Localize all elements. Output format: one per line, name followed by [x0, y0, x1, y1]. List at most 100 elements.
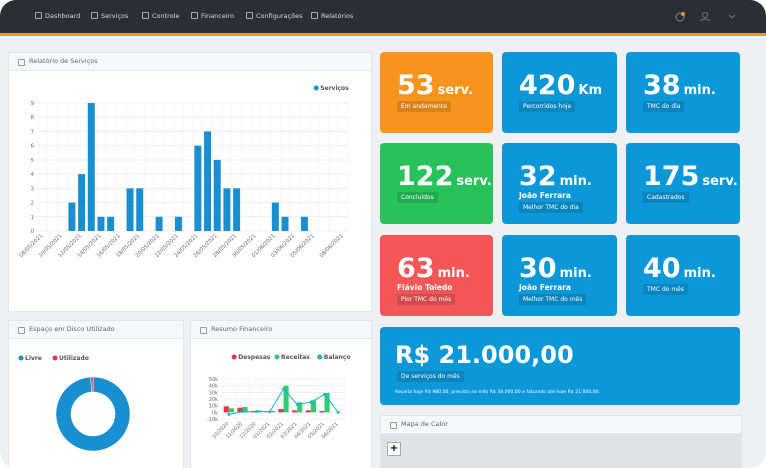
- legend-label: Livre: [25, 355, 42, 362]
- tile-value: 175: [643, 161, 700, 192]
- heatmap-card: Mapa de Calor +: [380, 415, 742, 468]
- tile-value: 63: [397, 253, 435, 284]
- x-tick-label: 08/06/2021: [319, 233, 345, 259]
- y-tick-label: 0: [31, 229, 35, 235]
- point: [336, 410, 340, 414]
- legend-label: Serviços: [320, 85, 349, 92]
- y-tick-label: -10k: [207, 417, 218, 423]
- tile: 63 min. Flávio Toledo Pior TMC do mês: [380, 235, 493, 316]
- bar: [305, 410, 311, 413]
- y-tick-label: 50k: [209, 377, 218, 383]
- card-title: Mapa de Calor: [381, 416, 741, 434]
- card-title: Relatório de Serviços: [9, 53, 371, 71]
- nav-item: Configurações: [246, 12, 303, 20]
- legend-swatch: [313, 85, 319, 91]
- legend-label: Despesas: [238, 354, 271, 361]
- nav-item: Relatórios: [311, 12, 353, 20]
- bar: [78, 174, 86, 231]
- tile-unit: min.: [683, 266, 716, 281]
- point: [309, 400, 313, 404]
- bar: [242, 407, 248, 413]
- map: [381, 434, 741, 468]
- bar: [223, 188, 231, 231]
- pie-slice: [90, 376, 94, 393]
- tile-caption: TMC do mês: [643, 284, 688, 295]
- y-tick-label: 6: [31, 144, 35, 150]
- y-tick-label: 40k: [209, 384, 218, 390]
- nav-icons: [675, 12, 736, 22]
- tile-number: 420 Km: [519, 70, 602, 101]
- revenue-note: Receita hoje R$ 980,00, previsto no mês …: [395, 390, 601, 395]
- bar: [213, 159, 221, 231]
- tile: 420 Km Percorridos hoje: [502, 52, 617, 133]
- tile-number: 122 serv.: [397, 161, 492, 192]
- nav-item: Controle: [142, 12, 180, 20]
- tile: 175 serv. Cadastrados: [626, 143, 740, 224]
- bar: [269, 411, 275, 413]
- tile-unit: serv.: [702, 174, 738, 189]
- y-tick-label: 20k: [209, 397, 218, 403]
- y-tick-label: 7: [31, 129, 34, 135]
- bar: [319, 411, 325, 413]
- card-title: Resumo Financeiro: [191, 321, 371, 339]
- tile-unit: min.: [559, 266, 592, 281]
- bar: [126, 188, 134, 231]
- y-tick-label: 10k: [209, 404, 218, 410]
- tile-number: 53 serv.: [397, 70, 473, 101]
- bar: [228, 408, 234, 413]
- point: [254, 410, 258, 414]
- pie-slice: [55, 376, 131, 452]
- tile-value: 40: [643, 253, 681, 284]
- bar: [297, 402, 303, 413]
- point: [227, 412, 231, 416]
- legend-label: Receitas: [281, 354, 310, 361]
- tile: 38 min. TMC do dia: [626, 52, 740, 133]
- bar: [324, 393, 330, 413]
- tile-caption: Melhor TMC do mês: [519, 294, 587, 305]
- tile: 122 serv. Concluídos: [380, 143, 493, 224]
- y-tick-label: 30k: [209, 390, 218, 396]
- tile-value: 122: [397, 161, 454, 192]
- tile-unit: min.: [559, 174, 592, 189]
- tile: 32 min. João Ferrara Melhor TMC do dia: [502, 143, 617, 224]
- bar: [283, 385, 289, 413]
- zoom-button[interactable]: +: [387, 442, 401, 456]
- tile-value: 30: [519, 253, 557, 284]
- tile: 30 min. João Ferrara Melhor TMC do mês: [502, 235, 617, 316]
- y-tick-label: 9: [31, 101, 34, 107]
- point: [282, 387, 285, 391]
- tile-name: Flávio Toledo: [397, 283, 453, 292]
- top-nav: Dashboard Serviços Controle Financeiro Confi…: [0, 0, 766, 36]
- tile-number: 63 min.: [397, 253, 470, 284]
- tile-value: 53: [397, 70, 435, 101]
- revenue-value: R$ 21.000,00: [395, 341, 574, 369]
- bar: [310, 400, 316, 413]
- y-tick-label: 8: [31, 115, 35, 121]
- bar: [155, 216, 163, 231]
- bar: [300, 216, 308, 231]
- y-tick-label: 3: [31, 186, 34, 192]
- nav-item: Financeiro: [191, 12, 234, 20]
- bar: [194, 145, 202, 231]
- tile-name: João Ferrara: [519, 283, 571, 292]
- point: [295, 402, 299, 406]
- tile-value: 38: [643, 70, 681, 101]
- tile-number: 32 min.: [519, 161, 592, 192]
- y-tick-label: 1: [31, 215, 34, 221]
- tile-caption: Pior TMC do mês: [397, 294, 456, 305]
- bar: [68, 202, 76, 231]
- bar: [136, 188, 144, 231]
- tile-number: 175 serv.: [643, 161, 738, 192]
- tile-number: 38 min.: [643, 70, 716, 101]
- bar: [292, 410, 298, 413]
- bar: [237, 407, 243, 413]
- tile-unit: min.: [683, 83, 716, 98]
- legend-swatch: [274, 354, 280, 360]
- tile-unit: serv.: [437, 83, 473, 98]
- bar: [271, 202, 279, 231]
- tile-unit: min.: [437, 266, 470, 281]
- bar: [204, 131, 212, 231]
- tile-value: 32: [519, 161, 557, 192]
- bar: [233, 188, 241, 231]
- tile: 40 min. TMC do mês: [626, 235, 740, 316]
